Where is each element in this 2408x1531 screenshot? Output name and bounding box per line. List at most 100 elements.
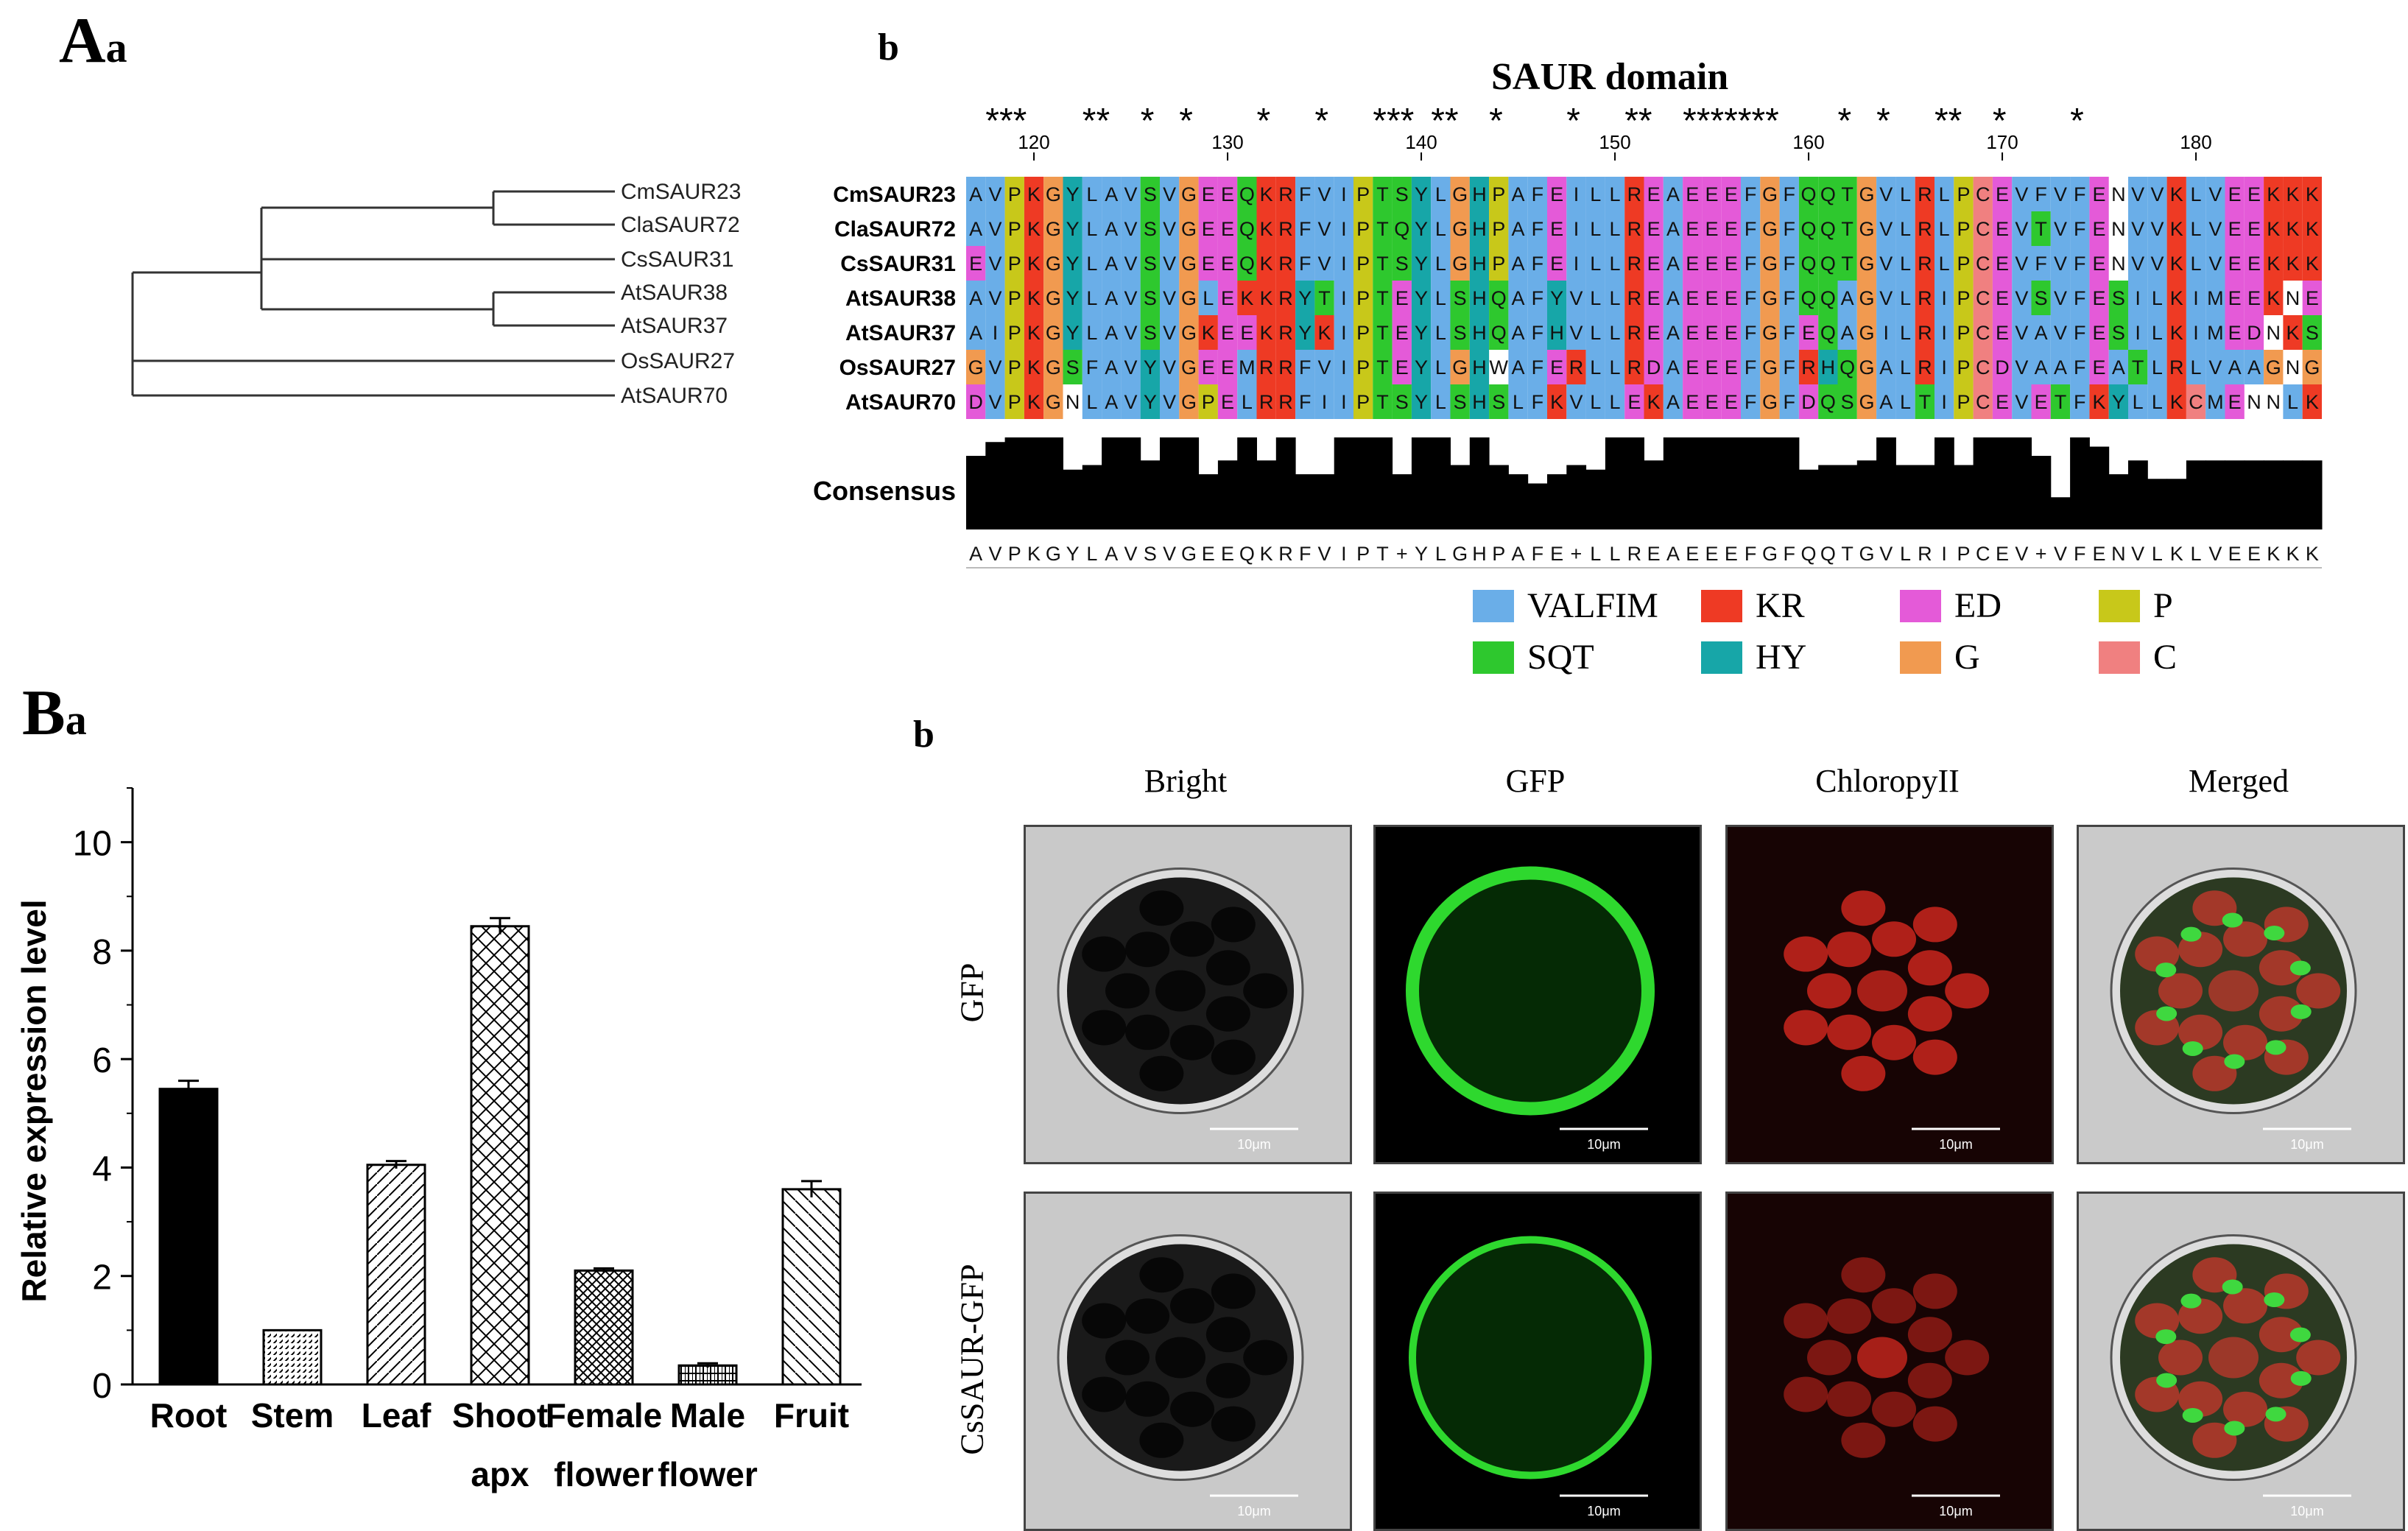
residue-letter: I	[1341, 218, 1347, 240]
consensus-bar	[1102, 437, 1122, 529]
consensus-letter: L	[1086, 543, 1097, 565]
residue-letter: P	[1957, 218, 1970, 240]
residue-letter: E	[1686, 183, 1699, 205]
residue-letter: K	[2306, 183, 2319, 205]
conservation-star: **	[1082, 102, 1110, 141]
residue-letter: L	[1590, 322, 1601, 344]
residue-cell	[2244, 246, 2264, 281]
residue-cell	[1935, 211, 1954, 246]
consensus-bar	[1373, 437, 1393, 529]
residue-letter: G	[1859, 253, 1874, 275]
residue-cell	[1469, 177, 1490, 211]
conservation-star: **	[1624, 102, 1652, 141]
residue-letter: L	[1900, 356, 1911, 379]
residue-letter: A	[1879, 356, 1893, 379]
residue-letter: K	[1240, 287, 1253, 309]
residue-cell	[2147, 211, 2167, 246]
residue-cell	[1334, 315, 1353, 350]
residue-cell	[2283, 211, 2303, 246]
residue-letter: S	[1395, 253, 1409, 275]
residue-letter: H	[1472, 218, 1487, 240]
residue-cell	[1431, 177, 1451, 211]
residue-cell	[1411, 177, 1432, 211]
residue-letter: A	[1105, 391, 1118, 413]
bar-root	[158, 1088, 219, 1386]
alignment-seq-name: AtSAUR37	[845, 321, 956, 345]
residue-letter: V	[2131, 253, 2144, 275]
residue-letter: P	[1008, 356, 1021, 379]
consensus-letter: A	[969, 543, 982, 565]
residue-letter: A	[1666, 183, 1680, 205]
residue-letter: F	[1745, 391, 1757, 413]
residue-letter: A	[2035, 322, 2048, 344]
residue-letter: I	[2193, 322, 2199, 344]
consensus-letter: V	[1879, 543, 1893, 565]
residue-cell	[1004, 350, 1024, 384]
residue-cell	[1295, 246, 1315, 281]
consensus-letter: S	[1144, 543, 1157, 565]
residue-cell	[1895, 177, 1915, 211]
residue-cell	[2050, 315, 2071, 350]
residue-letter: N	[2267, 322, 2281, 344]
residue-letter: L	[1900, 253, 1911, 275]
residue-letter: L	[1610, 253, 1621, 275]
residue-cell	[2302, 350, 2322, 384]
residue-cell	[2264, 350, 2284, 384]
consensus-bar	[1082, 465, 1102, 529]
legend-swatch	[1900, 641, 1941, 674]
residue-letter: E	[2247, 183, 2261, 205]
residue-cell	[1489, 246, 1509, 281]
conservation-star: **	[1431, 102, 1458, 141]
residue-letter: M	[2207, 322, 2224, 344]
residue-cell	[1353, 315, 1373, 350]
residue-cell	[2302, 246, 2322, 281]
residue-cell	[1760, 350, 1780, 384]
residue-cell	[2108, 315, 2128, 350]
residue-letter: E	[1996, 183, 2009, 205]
residue-letter: E	[1996, 253, 2009, 275]
consensus-letter: E	[1725, 543, 1738, 565]
residue-letter: Y	[1415, 253, 1428, 275]
residue-cell	[1179, 211, 1199, 246]
consensus-bar	[1508, 474, 1529, 529]
residue-letter: I	[2135, 322, 2141, 344]
residue-letter: E	[1725, 287, 1738, 309]
residue-cell	[1004, 315, 1024, 350]
consensus-letter: V	[988, 543, 1001, 565]
residue-cell	[1179, 350, 1199, 384]
residue-cell	[2128, 384, 2148, 419]
residue-cell	[2186, 281, 2206, 315]
residue-letter: R	[1627, 322, 1642, 344]
residue-cell	[1721, 315, 1741, 350]
color-legend: VALFIM KR ED P SQT HY G C	[1473, 585, 2356, 696]
residue-cell	[2166, 315, 2186, 350]
consensus-bar	[1837, 465, 1858, 529]
residue-cell	[1160, 177, 1180, 211]
residue-cell	[1043, 246, 1063, 281]
residue-letter: L	[1900, 218, 1911, 240]
residue-letter: G	[1762, 183, 1778, 205]
residue-letter: S	[1144, 322, 1157, 344]
residue-letter: V	[1569, 322, 1583, 344]
tree-taxon-label: AtSAUR70	[621, 384, 728, 408]
residue-cell	[1779, 281, 1799, 315]
residue-cell	[1895, 281, 1915, 315]
residue-cell	[2050, 246, 2071, 281]
residue-letter: P	[1356, 391, 1370, 413]
residue-cell	[1741, 384, 1761, 419]
residue-cell	[1683, 281, 1703, 315]
residue-cell	[966, 281, 986, 315]
consensus-letter: Q	[1820, 543, 1836, 565]
residue-letter: E	[1705, 183, 1719, 205]
residue-letter: S	[2112, 287, 2125, 309]
residue-cell	[1663, 177, 1683, 211]
residue-cell	[2128, 350, 2148, 384]
residue-cell	[1140, 315, 1160, 350]
residue-cell	[2205, 350, 2225, 384]
residue-letter: V	[2131, 183, 2144, 205]
residue-cell	[1431, 281, 1451, 315]
residue-cell	[2050, 177, 2071, 211]
residue-letter: S	[1492, 391, 1505, 413]
tree-taxon-label: OsSAUR27	[621, 349, 735, 373]
residue-cell	[1954, 384, 1974, 419]
